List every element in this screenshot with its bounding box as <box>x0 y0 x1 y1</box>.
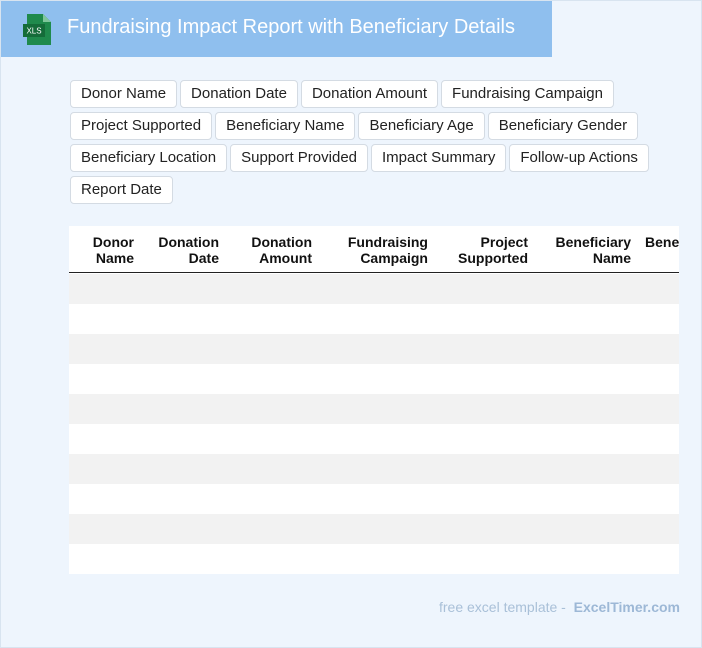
table-row <box>69 304 679 334</box>
title: Fundraising Impact Report with Beneficia… <box>67 16 515 38</box>
column-header: Beneficiary Age <box>645 234 679 250</box>
table-row <box>69 334 679 364</box>
field-chips: Donor Name Donation Date Donation Amount Fu… <box>70 80 652 204</box>
field-chip[interactable]: Fundraising Campaign <box>441 80 614 108</box>
field-chip[interactable]: Beneficiary Location <box>70 144 228 172</box>
column-header: Donation Date <box>158 234 219 266</box>
footer-brand[interactable]: ExcelTimer.com <box>573 599 680 615</box>
table-row <box>69 274 679 304</box>
header-bar: XLS Fundraising Impact Report with Benef… <box>1 1 552 57</box>
field-chip[interactable]: Support Provided <box>230 144 368 172</box>
field-chip[interactable]: Report Date <box>70 176 173 204</box>
field-chip[interactable]: Impact Summary <box>371 144 507 172</box>
field-chip[interactable]: Beneficiary Age <box>358 112 485 140</box>
column-header: Fundraising Campaign <box>347 234 428 266</box>
column-header: Beneficiary Name <box>555 234 631 266</box>
field-chip[interactable]: Donation Amount <box>300 80 439 108</box>
field-chip[interactable]: Project Supported <box>70 112 213 140</box>
column-header: Donation Amount <box>251 234 312 266</box>
table-header: Donor Name Donation Date Donation Amount Fu… <box>69 226 679 273</box>
field-chip[interactable]: Follow-up Actions <box>509 144 649 172</box>
field-chip[interactable]: Beneficiary Name <box>215 112 356 140</box>
field-chip[interactable]: Donor Name <box>70 80 178 108</box>
column-header: Project Supported <box>458 234 528 266</box>
icon-label: XLS <box>26 27 41 36</box>
table-row <box>69 484 679 514</box>
column-header: Donor Name <box>92 234 134 266</box>
footer: free excel template - ExcelTimer.com <box>439 599 680 615</box>
table-row <box>69 514 679 544</box>
table-row <box>69 454 679 484</box>
table-row <box>69 544 679 574</box>
table-row <box>69 364 679 394</box>
footer-text: free excel template - <box>439 599 566 615</box>
xls-icon: XLS <box>23 14 51 45</box>
table: Donor Name Donation Date Donation Amount Fu… <box>69 226 679 574</box>
table-row <box>69 394 679 424</box>
field-chip[interactable]: Beneficiary Gender <box>487 112 639 140</box>
table-row <box>69 424 679 454</box>
field-chip[interactable]: Donation Date <box>180 80 298 108</box>
